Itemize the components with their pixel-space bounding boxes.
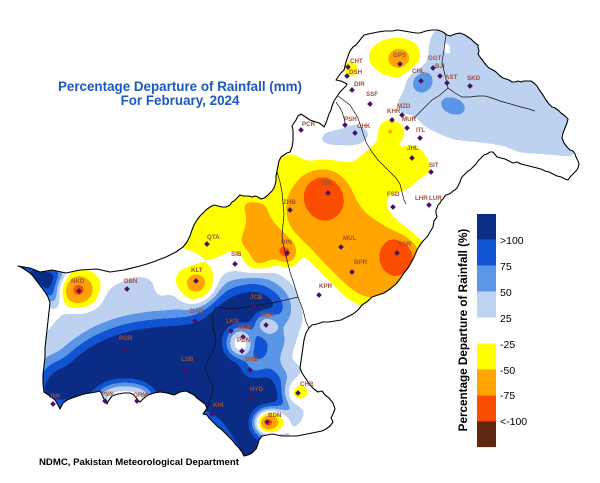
svg-text:HYD: HYD — [250, 386, 264, 393]
svg-text:NKD: NKD — [71, 278, 85, 285]
svg-text:KHR: KHR — [387, 108, 401, 115]
svg-text:PCR: PCR — [302, 121, 316, 128]
svg-text:CHR: CHR — [300, 381, 314, 388]
svg-text:ORM: ORM — [133, 392, 147, 399]
svg-text:CHL: CHL — [412, 68, 425, 75]
svg-text:KHI: KHI — [213, 402, 224, 409]
svg-text:AST: AST — [445, 74, 458, 81]
svg-text:JCB: JCB — [250, 294, 263, 301]
svg-text:SKD: SKD — [467, 75, 481, 82]
svg-text:FSD: FSD — [387, 191, 400, 198]
svg-text:PSH: PSH — [344, 116, 357, 123]
svg-text:GGT: GGT — [428, 55, 442, 62]
svg-text:BJI: BJI — [435, 63, 445, 70]
svg-text:SSF: SSF — [366, 91, 378, 98]
svg-text:KPR: KPR — [319, 283, 333, 290]
svg-text:JHL: JHL — [407, 145, 419, 152]
svg-text:BPR: BPR — [354, 259, 368, 266]
svg-text:Percentage Departure of Rainfa: Percentage Departure of Rainfall (%) — [457, 229, 470, 432]
svg-text:SIB: SIB — [231, 251, 242, 258]
svg-text:ITL: ITL — [416, 127, 425, 134]
svg-text:-25: -25 — [500, 339, 515, 351]
svg-text:MZD: MZD — [397, 103, 411, 110]
svg-text:75: 75 — [500, 261, 512, 273]
svg-text:BDN: BDN — [268, 412, 282, 419]
svg-text:PGR: PGR — [119, 335, 133, 342]
svg-text:Percentage Departure of Rainfa: Percentage Departure of Rainfall (mm) — [58, 79, 302, 94]
svg-text:BNR: BNR — [398, 241, 412, 248]
svg-text:MUL: MUL — [343, 235, 357, 242]
svg-text:QTA: QTA — [207, 234, 220, 241]
svg-text:LKN: LKN — [226, 318, 239, 325]
svg-text:ZHB: ZHB — [283, 199, 296, 206]
svg-text:MUP: MUP — [238, 324, 252, 331]
svg-text:For February, 2024: For February, 2024 — [121, 93, 240, 108]
svg-text:25: 25 — [500, 313, 512, 325]
svg-text:-50: -50 — [500, 365, 515, 377]
svg-text:PDN: PDN — [237, 337, 251, 344]
svg-text:KLT: KLT — [191, 267, 203, 274]
svg-text:SHB: SHB — [245, 356, 259, 363]
svg-text:CHK: CHK — [357, 123, 371, 130]
svg-text:LSB: LSB — [181, 356, 194, 363]
svg-text:DAD: DAD — [190, 308, 204, 315]
svg-text:50: 50 — [500, 287, 512, 299]
svg-text:CHT: CHT — [350, 58, 363, 65]
svg-text:JIW: JIW — [49, 393, 60, 400]
svg-text:-75: -75 — [500, 390, 515, 402]
svg-text:GPS: GPS — [393, 52, 406, 59]
svg-text:LUR: LUR — [429, 195, 442, 202]
svg-text:SIT: SIT — [429, 162, 439, 169]
svg-text:DBN: DBN — [124, 278, 138, 285]
svg-text:NDMC, Pakistan Meteorological: NDMC, Pakistan Meteorological Department — [39, 457, 240, 468]
svg-text:LHR: LHR — [415, 195, 428, 202]
svg-text:MUR: MUR — [402, 116, 417, 123]
svg-text:PSN: PSN — [101, 391, 114, 398]
svg-text:<-100: <-100 — [500, 416, 527, 428]
svg-text:DIK: DIK — [321, 180, 332, 187]
svg-text:SDH: SDH — [261, 312, 275, 319]
svg-text:DIN: DIN — [281, 239, 292, 246]
svg-text:DSH: DSH — [349, 69, 363, 76]
svg-text:DIR: DIR — [354, 81, 365, 88]
svg-text:>100: >100 — [500, 235, 524, 247]
